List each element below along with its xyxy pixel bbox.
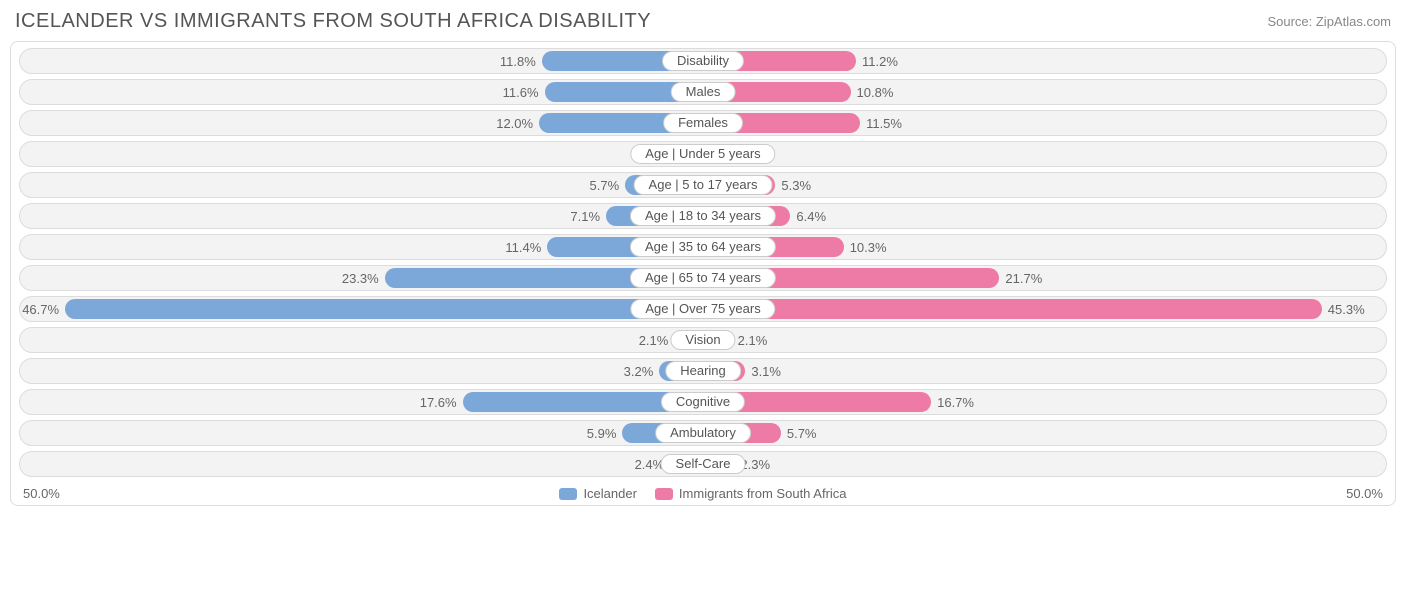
value-right: 3.1% <box>745 359 781 385</box>
row-track: 2.1% 2.1%Vision <box>19 327 1387 353</box>
value-left: 11.4% <box>505 235 547 261</box>
chart-title: ICELANDER VS IMMIGRANTS FROM SOUTH AFRIC… <box>15 10 651 33</box>
axis-left-max: 50.0% <box>23 486 60 501</box>
value-left: 46.7% <box>22 297 65 323</box>
data-row: 3.2% 3.1%Hearing <box>19 358 1387 384</box>
data-row: 2.4%2.3%Self-Care <box>19 451 1387 477</box>
row-label: Disability <box>662 51 744 71</box>
row-label: Self-Care <box>661 454 746 474</box>
legend-item-left: Icelander <box>559 486 636 501</box>
data-row: 11.6% 10.8% Males <box>19 79 1387 105</box>
row-label: Hearing <box>665 361 741 381</box>
data-row: 11.4% 10.3% Age | 35 to 64 years <box>19 234 1387 260</box>
value-left: 11.8% <box>500 49 542 75</box>
value-right: 16.7% <box>931 390 974 416</box>
row-track: 46.7% 45.3% Age | Over 75 years <box>19 296 1387 322</box>
data-row: 23.3% 21.7% Age | 65 to 74 years <box>19 265 1387 291</box>
value-right: 45.3% <box>1322 297 1365 323</box>
row-track: 11.8% 11.2% Disability <box>19 48 1387 74</box>
value-left: 11.6% <box>503 80 545 106</box>
value-right: 6.4% <box>790 204 826 230</box>
data-row: 2.1% 2.1%Vision <box>19 327 1387 353</box>
row-label: Age | Under 5 years <box>630 144 775 164</box>
bar-left <box>65 299 703 319</box>
value-left: 17.6% <box>420 390 463 416</box>
header: ICELANDER VS IMMIGRANTS FROM SOUTH AFRIC… <box>10 10 1396 41</box>
legend-swatch-left <box>559 488 577 500</box>
value-right: 11.2% <box>856 49 898 75</box>
value-left: 12.0% <box>496 111 539 137</box>
row-label: Age | 5 to 17 years <box>634 175 773 195</box>
data-row: 5.7% 5.3%Age | 5 to 17 years <box>19 172 1387 198</box>
row-label: Age | 35 to 64 years <box>630 237 776 257</box>
row-track: 17.6% 16.7% Cognitive <box>19 389 1387 415</box>
data-row: 5.9% 5.7% Ambulatory <box>19 420 1387 446</box>
value-left: 23.3% <box>342 266 385 292</box>
value-right: 11.5% <box>860 111 902 137</box>
data-row: 17.6% 16.7% Cognitive <box>19 389 1387 415</box>
legend-label-right: Immigrants from South Africa <box>679 486 847 501</box>
value-right: 10.3% <box>844 235 887 261</box>
row-label: Age | 65 to 74 years <box>630 268 776 288</box>
row-track: 5.9% 5.7% Ambulatory <box>19 420 1387 446</box>
legend-item-right: Immigrants from South Africa <box>655 486 847 501</box>
row-track: 3.2% 3.1%Hearing <box>19 358 1387 384</box>
value-left: 5.9% <box>587 421 623 447</box>
row-track: 11.6% 10.8% Males <box>19 79 1387 105</box>
value-left: 7.1% <box>570 204 606 230</box>
value-left: 3.2% <box>624 359 660 385</box>
row-label: Age | Over 75 years <box>630 299 775 319</box>
value-right: 5.3% <box>775 173 811 199</box>
row-track: 2.4%2.3%Self-Care <box>19 451 1387 477</box>
data-row: 1.2%1.2%Age | Under 5 years <box>19 141 1387 167</box>
row-label: Vision <box>670 330 735 350</box>
value-left: 5.7% <box>590 173 626 199</box>
value-right: 2.1% <box>732 328 768 354</box>
row-label: Females <box>663 113 743 133</box>
data-row: 12.0% 11.5% Females <box>19 110 1387 136</box>
legend-swatch-right <box>655 488 673 500</box>
row-label: Cognitive <box>661 392 745 412</box>
value-right: 21.7% <box>999 266 1042 292</box>
data-row: 7.1% 6.4% Age | 18 to 34 years <box>19 203 1387 229</box>
source-label: Source: ZipAtlas.com <box>1267 14 1391 29</box>
axis-right-max: 50.0% <box>1346 486 1383 501</box>
legend-label-left: Icelander <box>583 486 636 501</box>
bar-right <box>703 299 1322 319</box>
row-track: 5.7% 5.3%Age | 5 to 17 years <box>19 172 1387 198</box>
data-row: 46.7% 45.3% Age | Over 75 years <box>19 296 1387 322</box>
value-right: 10.8% <box>851 80 894 106</box>
row-track: 1.2%1.2%Age | Under 5 years <box>19 141 1387 167</box>
row-track: 23.3% 21.7% Age | 65 to 74 years <box>19 265 1387 291</box>
row-track: 7.1% 6.4% Age | 18 to 34 years <box>19 203 1387 229</box>
row-track: 11.4% 10.3% Age | 35 to 64 years <box>19 234 1387 260</box>
chart-area: 11.8% 11.2% Disability 11.6% 10.8% Males 12.0%… <box>10 41 1396 506</box>
chart-container: ICELANDER VS IMMIGRANTS FROM SOUTH AFRIC… <box>0 0 1406 511</box>
data-row: 11.8% 11.2% Disability <box>19 48 1387 74</box>
value-right: 5.7% <box>781 421 817 447</box>
value-left: 2.1% <box>639 328 675 354</box>
row-label: Ambulatory <box>655 423 751 443</box>
row-track: 12.0% 11.5% Females <box>19 110 1387 136</box>
rows-host: 11.8% 11.2% Disability 11.6% 10.8% Males 12.0%… <box>19 48 1387 477</box>
chart-footer: 50.0% Icelander Immigrants from South Af… <box>19 482 1387 501</box>
row-label: Age | 18 to 34 years <box>630 206 776 226</box>
row-label: Males <box>671 82 736 102</box>
legend: Icelander Immigrants from South Africa <box>559 486 846 501</box>
